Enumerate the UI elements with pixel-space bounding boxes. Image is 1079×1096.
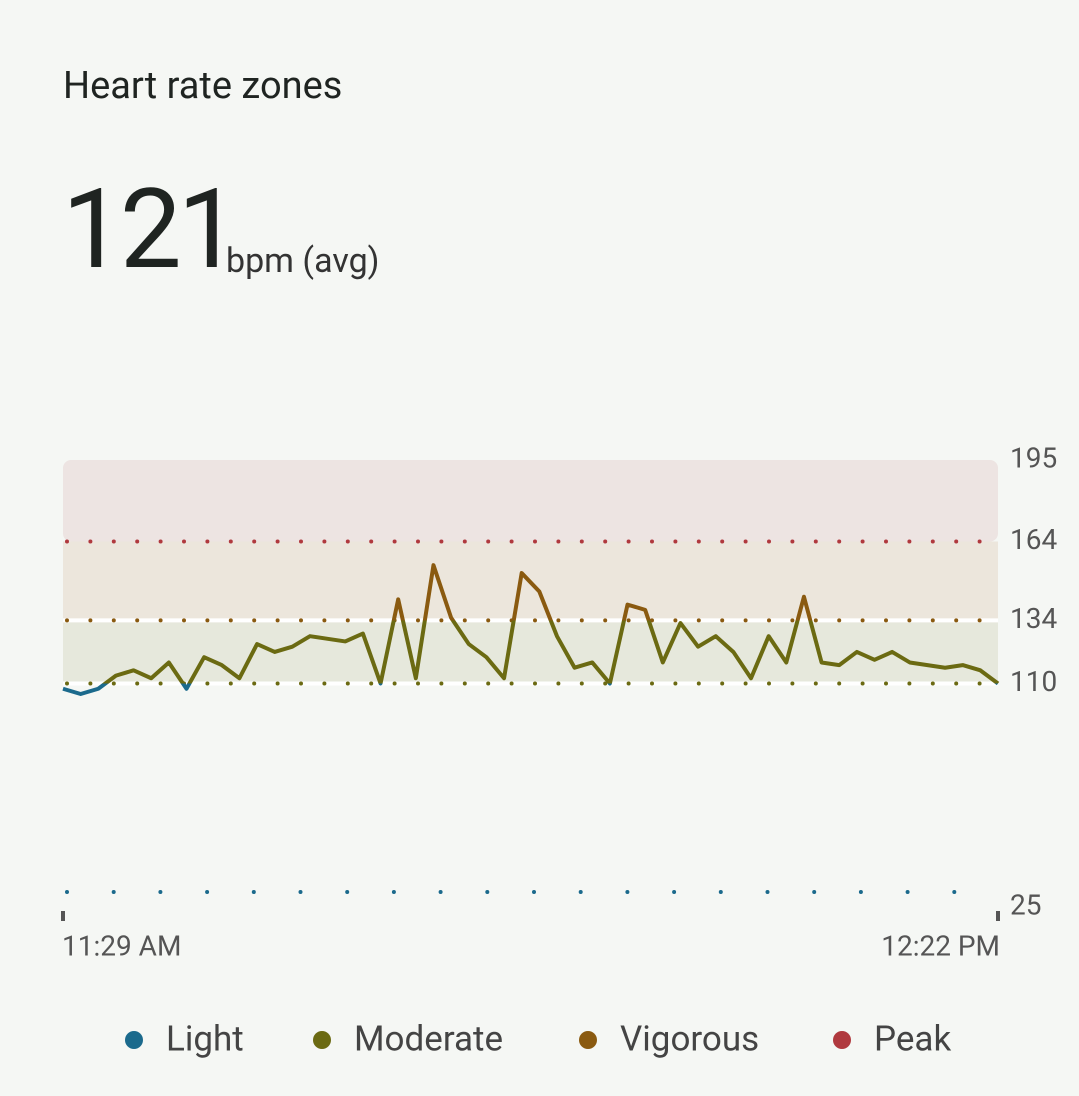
zone-band <box>63 460 998 542</box>
x-tick-label: 12:22 PM <box>881 929 1000 962</box>
average-value: 121 <box>62 165 235 294</box>
legend-marker <box>833 1031 851 1049</box>
legend-label: Moderate <box>354 1018 503 1059</box>
average-unit: bpm (avg) <box>226 241 380 281</box>
heart-rate-line <box>62 563 1000 697</box>
legend-marker <box>125 1031 143 1049</box>
x-tick-label: 11:29 AM <box>62 929 181 962</box>
y-tick-label: 110 <box>1010 665 1057 698</box>
legend-marker <box>313 1031 331 1049</box>
legend-marker <box>579 1031 597 1049</box>
y-tick-label: 195 <box>1010 441 1057 474</box>
legend-label: Peak <box>874 1018 951 1059</box>
legend-label: Vigorous <box>620 1018 759 1059</box>
zone-band <box>63 620 998 684</box>
y-tick-label: 164 <box>1010 523 1057 556</box>
x-tick-mark <box>61 911 65 921</box>
card-title: Heart rate zones <box>63 64 342 108</box>
legend-label: Light <box>166 1018 244 1059</box>
y-tick-label: 134 <box>1010 602 1057 635</box>
y-tick-label: 25 <box>1010 888 1041 921</box>
x-tick-mark <box>996 911 1000 921</box>
